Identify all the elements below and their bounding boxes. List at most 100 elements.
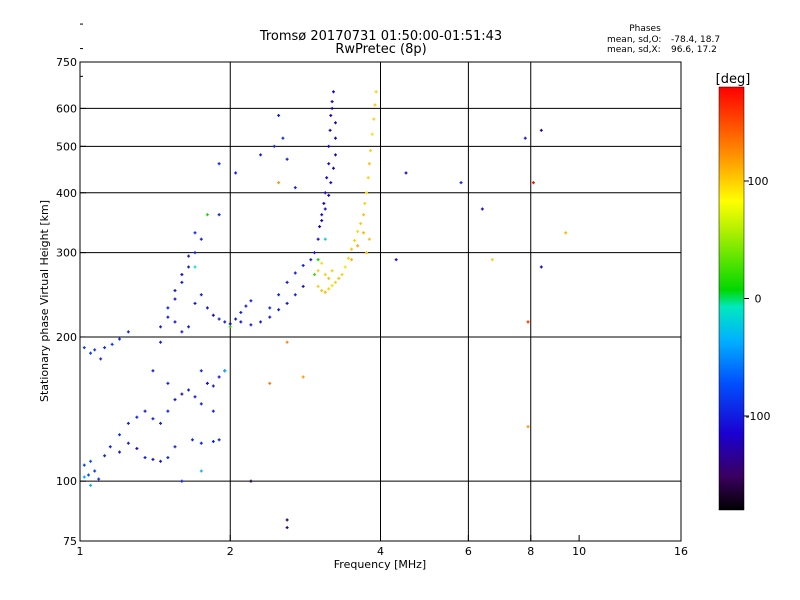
data-point <box>333 136 337 140</box>
data-point <box>480 207 484 211</box>
data-point <box>228 325 232 329</box>
data-point <box>330 100 334 104</box>
data-point <box>143 456 147 460</box>
data-point <box>323 207 327 211</box>
y-axis-label: Stationary phase Virtual Height [km] <box>38 200 51 402</box>
data-point <box>159 340 163 344</box>
data-point <box>564 231 568 235</box>
data-point <box>217 317 221 321</box>
data-point <box>187 265 191 269</box>
data-point <box>373 103 377 107</box>
data-point <box>285 280 289 284</box>
stats-x-values: 96.6, 17.2 <box>671 45 717 55</box>
data-point <box>193 301 197 305</box>
data-point <box>365 251 369 255</box>
data-point <box>359 222 363 226</box>
data-point <box>217 213 221 217</box>
data-point <box>526 320 530 324</box>
data-point <box>249 479 253 483</box>
y-tick-label: 75 <box>63 535 77 548</box>
data-point <box>531 181 535 185</box>
colorbar-tick-label: -100 <box>746 410 771 423</box>
data-point <box>97 477 101 481</box>
data-point <box>173 297 177 301</box>
data-point <box>82 346 86 350</box>
data-point <box>350 258 354 262</box>
data-point <box>151 417 155 421</box>
chart-subtitle: RwPretec (8p) <box>335 42 426 57</box>
data-point <box>187 388 191 392</box>
data-point <box>301 284 305 288</box>
data-point <box>340 273 344 277</box>
data-point <box>301 375 305 379</box>
data-point <box>331 166 335 170</box>
data-point <box>327 287 331 291</box>
data-point <box>239 310 243 314</box>
data-point <box>223 320 227 324</box>
x-tick-label: 16 <box>674 545 688 558</box>
y-tick-label: 500 <box>56 140 77 153</box>
data-point <box>180 280 184 284</box>
data-point <box>268 306 272 310</box>
data-point <box>327 162 331 166</box>
data-point <box>327 193 331 197</box>
data-point <box>103 454 107 458</box>
data-point <box>199 293 203 297</box>
data-point <box>180 392 184 396</box>
data-point <box>99 357 103 361</box>
data-point <box>118 450 122 454</box>
data-point <box>318 225 322 229</box>
colorbar-ticks: 100 0 -100 <box>744 175 770 423</box>
data-point <box>343 265 347 269</box>
data-point <box>249 323 253 327</box>
data-point <box>329 181 333 185</box>
y-tick-label: 600 <box>56 102 77 115</box>
data-point <box>89 483 93 487</box>
data-point <box>272 144 276 148</box>
data-point <box>187 254 191 258</box>
data-point <box>217 438 221 442</box>
x-tick-label: 4 <box>377 545 384 558</box>
data-point <box>93 348 97 352</box>
data-point <box>316 258 320 262</box>
x-tick-label: 10 <box>572 545 586 558</box>
data-point <box>173 289 177 293</box>
data-point <box>293 271 297 275</box>
data-point <box>211 409 215 413</box>
data-point <box>285 340 289 344</box>
data-point <box>369 149 373 153</box>
y-tick-label: 400 <box>56 187 77 200</box>
x-tick-label: 8 <box>527 545 534 558</box>
data-point <box>199 469 203 473</box>
colorbar-label: [deg] <box>716 72 751 87</box>
data-point <box>268 315 272 319</box>
data-point <box>356 230 360 234</box>
data-point <box>211 313 215 317</box>
data-point <box>118 433 122 437</box>
data-point <box>159 421 163 425</box>
data-point <box>330 269 334 273</box>
data-point <box>173 445 177 449</box>
data-point <box>166 315 170 319</box>
scatter-points <box>82 90 568 530</box>
data-point <box>372 117 376 121</box>
data-point <box>539 128 543 132</box>
data-point <box>323 191 327 195</box>
data-point <box>333 280 337 284</box>
data-point <box>193 251 197 255</box>
x-tick-label: 2 <box>227 545 234 558</box>
data-point <box>309 258 313 262</box>
data-point <box>173 320 177 324</box>
data-point <box>293 186 297 190</box>
chart-title: Tromsø 20170731 01:50:00-01:51:43 <box>259 29 502 44</box>
stats-x-label: mean, sd,X: <box>607 45 661 55</box>
stats-o-values: -78.4, 18.7 <box>671 35 720 45</box>
data-point <box>228 322 232 326</box>
data-point <box>166 456 170 460</box>
data-point <box>333 153 337 157</box>
data-point <box>166 381 170 385</box>
data-point <box>166 306 170 310</box>
data-point <box>199 369 203 373</box>
y-tick-label: 200 <box>56 331 77 344</box>
data-point <box>193 231 197 235</box>
